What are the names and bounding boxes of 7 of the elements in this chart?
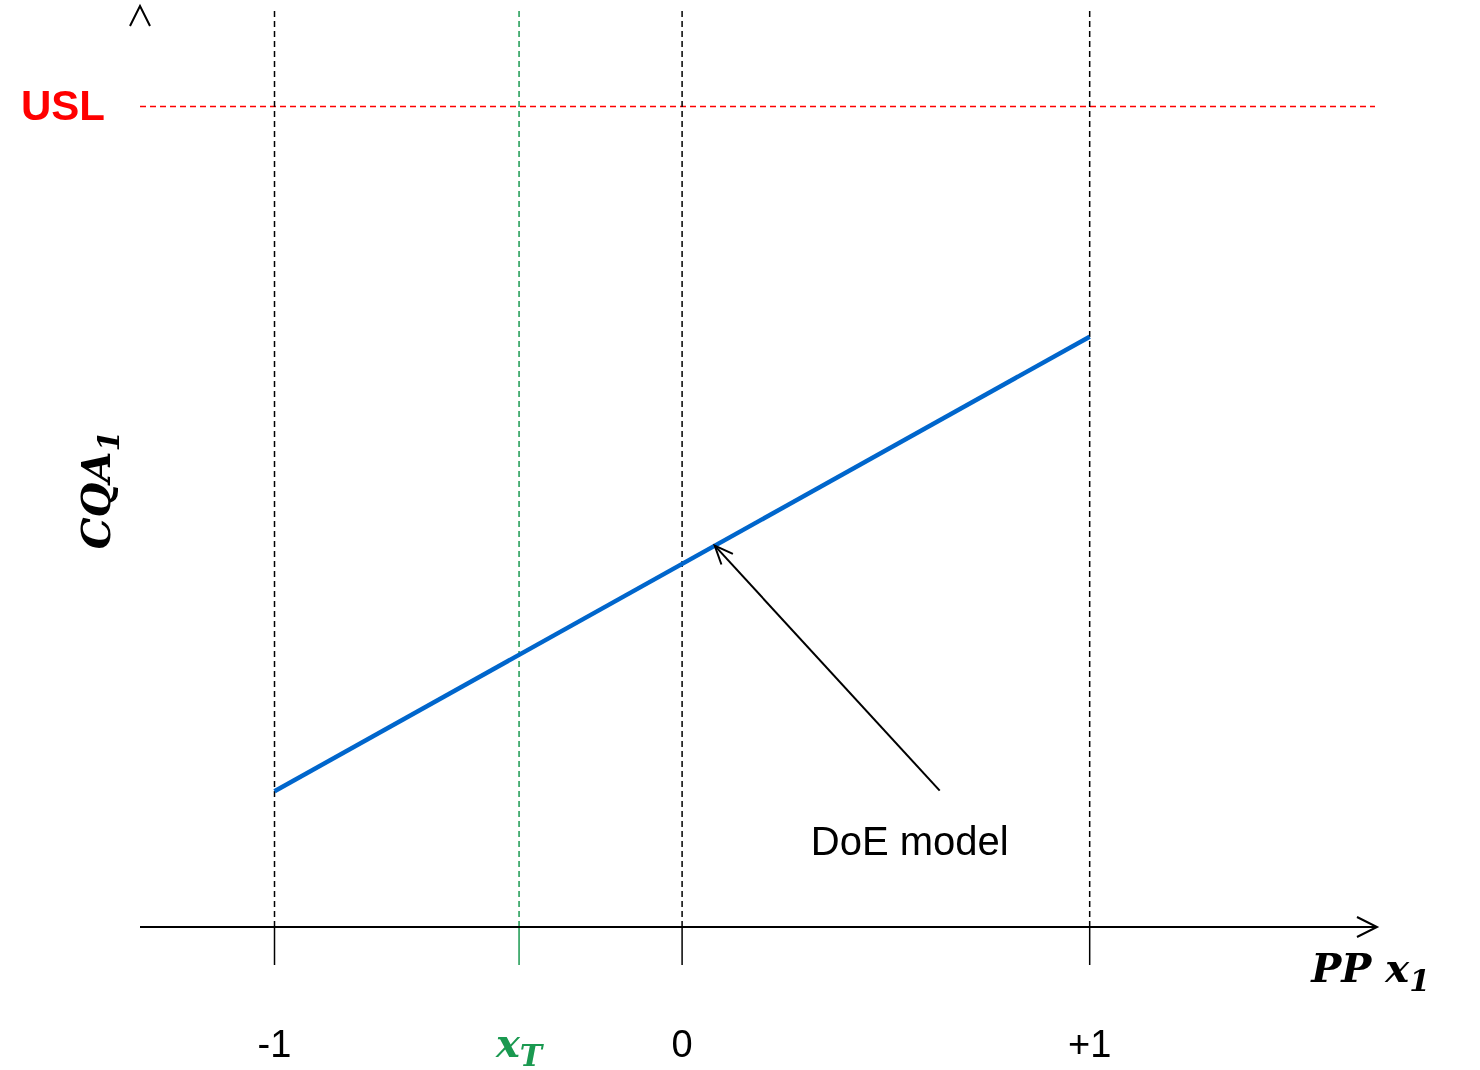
x-axis-title: PP x$_{1}$ [1310, 944, 1430, 998]
ref-line-label: x$_{T}$ [494, 1019, 545, 1070]
x-tick-label: 0 [671, 1023, 693, 1065]
ref-line-label: USL [21, 82, 105, 130]
x-tick-label: -1 [257, 1023, 292, 1065]
annotation: DoE model [810, 818, 1009, 863]
x-tick-label: +1 [1068, 1023, 1112, 1065]
